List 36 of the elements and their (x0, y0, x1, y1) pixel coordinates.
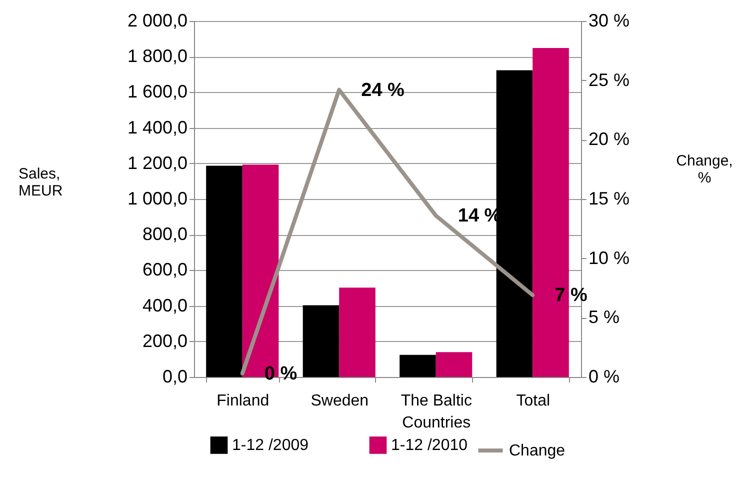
y-tick-label: 600,0 (142, 260, 188, 280)
y2-axis-title: Change, % (676, 152, 733, 186)
x-tick-label: Total (516, 392, 550, 410)
data-label: 24 % (361, 80, 405, 101)
bar (400, 354, 436, 377)
legend-label: 1-12 /2010 (391, 437, 468, 454)
y-axis-title: Sales, MEUR (18, 166, 63, 200)
y2-tick-label: 15 % (588, 188, 630, 208)
y-tick-label: 1 400,0 (127, 117, 188, 138)
y-tick-label: 2 000,0 (127, 10, 188, 30)
y-tick-label: 1 800,0 (127, 46, 188, 66)
y-tick-label: 1 600,0 (127, 82, 188, 102)
y2-tick-label: 0 % (588, 366, 620, 386)
y2-tick-label: 25 % (588, 70, 630, 90)
y2-tick-label: 5 % (588, 307, 620, 328)
bar (496, 70, 533, 377)
data-label: 7 % (554, 285, 588, 306)
y2-tick-label: 10 % (588, 248, 630, 268)
y-tick-label: 1 000,0 (127, 188, 188, 208)
y-tick-label: 400,0 (142, 295, 188, 316)
x-tick-label: Finland (216, 392, 270, 410)
y-tick-label: 0,0 (162, 366, 188, 386)
bar (339, 288, 376, 377)
bar (532, 48, 569, 377)
legend-label: 1-12 /2009 (232, 437, 309, 454)
y-tick-label: 800,0 (142, 224, 188, 244)
x-tick-label: Sweden (310, 392, 369, 410)
y2-tick-label: 20 % (588, 129, 630, 150)
y-tick-label: 200,0 (142, 330, 188, 351)
x-tick-label: The Baltic Countries (400, 392, 472, 432)
y2-tick-label: 30 % (588, 10, 630, 30)
bar (206, 166, 242, 377)
y-tick-label: 1 200,0 (127, 152, 188, 173)
legend-label: Change (509, 442, 566, 460)
bar (302, 305, 340, 377)
bar (436, 352, 472, 377)
